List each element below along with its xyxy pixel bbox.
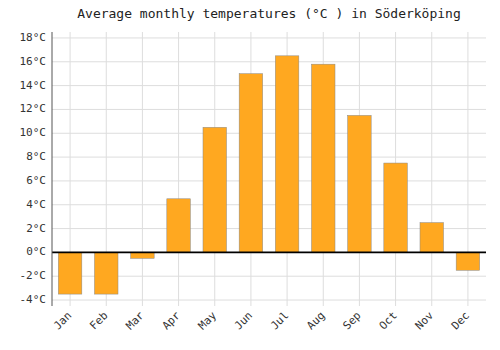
y-axis-line <box>52 32 53 306</box>
y-tick-label: -4°C <box>20 293 47 306</box>
x-tick-label: Sep <box>340 309 363 332</box>
bar <box>167 199 191 253</box>
y-grid-line <box>52 109 486 110</box>
y-tick-label: 10°C <box>20 126 47 139</box>
bar <box>58 252 82 294</box>
x-tick-label: Jan <box>51 309 74 332</box>
y-tick-label: -2°C <box>20 269 47 282</box>
y-tick-label: 0°C <box>26 245 46 258</box>
y-grid-line <box>52 180 486 181</box>
bar <box>275 56 299 253</box>
chart: -4°C -2°C 0°C 2°C 4°C 6°C 8°C 10°C 12°C 14°C 16°C 1… <box>0 0 500 350</box>
x-tick-label: Mar <box>123 309 147 333</box>
x-tick-label: Dec <box>449 309 472 332</box>
grid <box>52 32 486 306</box>
x-tick-label: Aug <box>304 309 327 332</box>
x-grid-line <box>431 32 432 306</box>
bar <box>348 115 372 252</box>
y-tick-label: 16°C <box>20 55 47 68</box>
bar <box>203 127 227 252</box>
y-grid-line <box>52 157 486 158</box>
y-tick-label: 4°C <box>26 198 46 211</box>
y-grid-line <box>52 204 486 205</box>
y-tick-label: 14°C <box>20 79 47 92</box>
x-tick-label: May <box>196 309 220 333</box>
bars <box>58 56 479 294</box>
y-grid-line <box>52 300 486 301</box>
y-grid-line <box>52 133 486 134</box>
tick-labels: -4°C -2°C 0°C 2°C 4°C 6°C 8°C 10°C 12°C 14°C 16°C 1… <box>20 31 473 332</box>
bar <box>239 74 263 253</box>
zero-line <box>52 251 486 253</box>
y-tick-label: 8°C <box>26 150 46 163</box>
x-grid-line <box>178 32 179 306</box>
x-tick-label: Jul <box>268 309 291 332</box>
y-grid-line <box>52 61 486 62</box>
x-grid-line <box>142 32 143 306</box>
y-grid-line <box>52 252 486 253</box>
y-tick-label: 18°C <box>20 31 47 44</box>
y-tick-label: 12°C <box>20 102 47 115</box>
x-tick-label: Oct <box>377 309 400 332</box>
bar <box>456 252 480 270</box>
bar <box>384 163 408 252</box>
x-tick-label: Feb <box>87 309 110 332</box>
y-tick-label: 6°C <box>26 174 46 187</box>
bar <box>420 223 444 253</box>
x-tick-label: Nov <box>413 309 437 333</box>
y-grid-line <box>52 37 486 38</box>
x-tick-label: Apr <box>160 309 184 333</box>
bar <box>311 64 335 252</box>
y-grid-line <box>52 85 486 86</box>
title: Average monthly temperatures (°C ) in Sö… <box>77 6 461 21</box>
bar <box>94 252 118 294</box>
y-tick-label: 2°C <box>26 222 46 235</box>
x-tick-label: Jun <box>232 309 255 332</box>
